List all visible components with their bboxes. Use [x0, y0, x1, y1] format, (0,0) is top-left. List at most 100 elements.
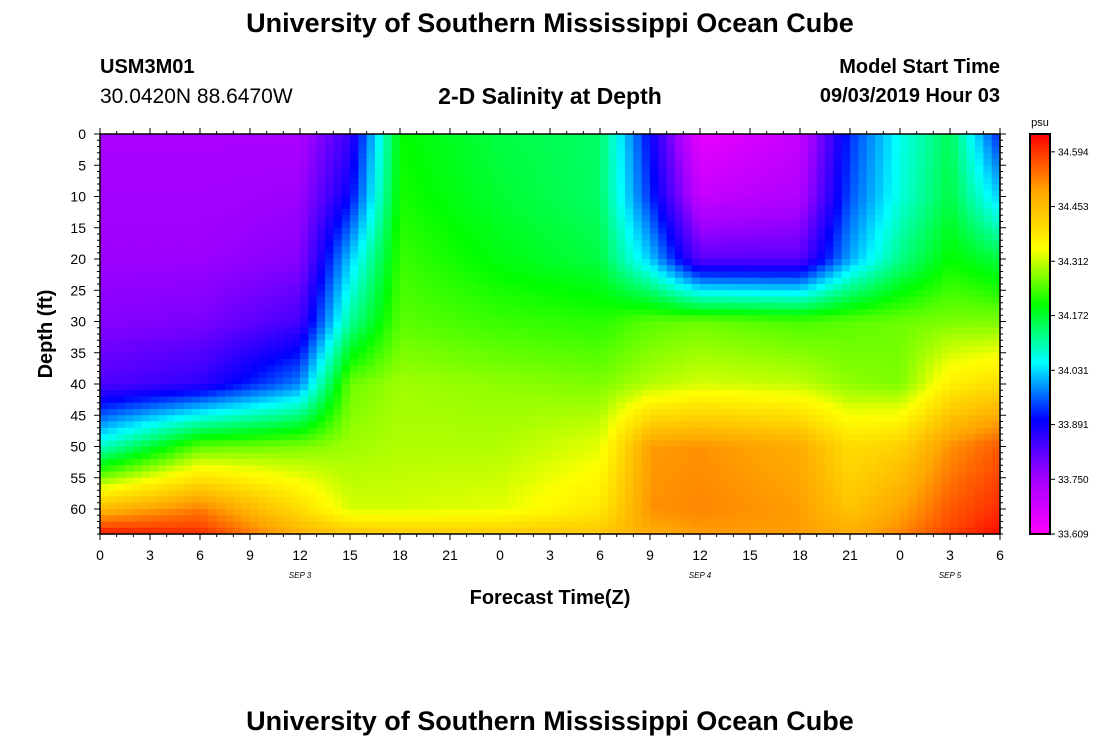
heatmap-cell: [308, 177, 318, 185]
heatmap-cell: [108, 146, 118, 154]
heatmap-cell: [950, 209, 959, 216]
heatmap-cell: [350, 146, 359, 154]
heatmap-cell: [175, 215, 184, 223]
station-coordinates: 30.0420N 88.6470W: [100, 85, 293, 108]
heatmap-cell: [316, 359, 326, 366]
heatmap-cell: [900, 221, 909, 229]
heatmap-cell: [641, 327, 651, 335]
heatmap-cell: [808, 277, 818, 285]
heatmap-cell: [591, 259, 601, 266]
heatmap-cell: [633, 252, 643, 260]
heatmap-cell: [525, 371, 534, 379]
heatmap-cell: [383, 259, 393, 266]
heatmap-cell: [458, 190, 468, 198]
heatmap-cell: [633, 202, 643, 210]
heatmap-cell: [400, 321, 409, 329]
heatmap-cell: [908, 396, 918, 404]
heatmap-cell: [275, 202, 284, 210]
heatmap-cell: [658, 165, 668, 173]
heatmap-cell: [750, 221, 759, 229]
heatmap-cell: [483, 365, 493, 373]
heatmap-cell: [541, 302, 551, 310]
heatmap-cell: [725, 227, 734, 235]
heatmap-cell: [375, 359, 384, 366]
heatmap-cell: [233, 365, 243, 373]
heatmap-cell: [641, 396, 651, 404]
heatmap-cell: [225, 290, 234, 298]
heatmap-cell: [400, 396, 409, 404]
heatmap-cell: [350, 334, 359, 341]
heatmap-cell: [308, 315, 318, 323]
heatmap-cell: [683, 221, 693, 229]
heatmap-cell: [416, 377, 426, 385]
heatmap-cell: [908, 246, 918, 254]
heatmap-cell: [150, 277, 159, 285]
heatmap-cell: [500, 184, 509, 191]
heatmap-cell: [150, 334, 159, 341]
heatmap-cell: [425, 234, 434, 241]
heatmap-cell: [141, 171, 151, 179]
heatmap-cell: [283, 377, 293, 385]
heatmap-cell: [300, 315, 309, 323]
heatmap-cell: [333, 402, 343, 410]
heatmap-cell: [333, 396, 343, 404]
heatmap-cell: [366, 234, 376, 241]
heatmap-cell: [841, 215, 851, 223]
heatmap-cell: [358, 309, 368, 316]
heatmap-cell: [408, 396, 418, 404]
heatmap-cell: [841, 171, 851, 179]
heatmap-cell: [108, 159, 118, 166]
heatmap-cell: [941, 359, 951, 366]
heatmap-cell: [758, 371, 768, 379]
heatmap-cell: [158, 252, 168, 260]
heatmap-cell: [850, 352, 859, 360]
heatmap-cell: [600, 284, 609, 291]
heatmap-cell: [733, 252, 743, 260]
heatmap-cell: [700, 302, 709, 310]
heatmap-cell: [741, 384, 751, 391]
heatmap-cell: [316, 390, 326, 398]
heatmap-cell: [383, 365, 393, 373]
heatmap-cell: [675, 271, 684, 279]
heatmap-cell: [675, 190, 684, 198]
heatmap-cell: [541, 296, 551, 304]
heatmap-cell: [983, 221, 993, 229]
heatmap-cell: [975, 146, 984, 154]
heatmap-cell: [591, 190, 601, 198]
heatmap-cell: [558, 152, 568, 160]
heatmap-cell: [125, 402, 134, 410]
heatmap-cell: [441, 227, 451, 235]
heatmap-cell: [825, 352, 834, 360]
heatmap-cell: [566, 290, 576, 298]
heatmap-cell: [841, 252, 851, 260]
heatmap-cell: [791, 146, 801, 154]
heatmap-cell: [866, 384, 876, 391]
heatmap-cell: [283, 134, 293, 141]
heatmap-cell: [908, 209, 918, 216]
heatmap-cell: [125, 315, 134, 323]
heatmap-cell: [475, 184, 484, 191]
heatmap-cell: [466, 159, 476, 166]
heatmap-cell: [591, 234, 601, 241]
heatmap-cell: [800, 171, 809, 179]
heatmap-cell: [733, 159, 743, 166]
heatmap-cell: [991, 171, 1001, 179]
heatmap-cell: [158, 302, 168, 310]
heatmap-cell: [500, 340, 509, 348]
heatmap-cell: [250, 365, 259, 373]
heatmap-cell: [400, 271, 409, 279]
heatmap-cell: [133, 346, 143, 354]
heatmap-cell: [858, 209, 868, 216]
heatmap-cell: [416, 359, 426, 366]
heatmap-cell: [325, 315, 334, 323]
heatmap-cell: [766, 384, 776, 391]
heatmap-cell: [541, 221, 551, 229]
heatmap-cell: [766, 402, 776, 410]
heatmap-cell: [408, 352, 418, 360]
heatmap-cell: [600, 402, 609, 410]
heatmap-cell: [183, 234, 193, 241]
heatmap-cell: [183, 171, 193, 179]
heatmap-cell: [291, 334, 301, 341]
heatmap-cell: [683, 284, 693, 291]
heatmap-cell: [483, 334, 493, 341]
